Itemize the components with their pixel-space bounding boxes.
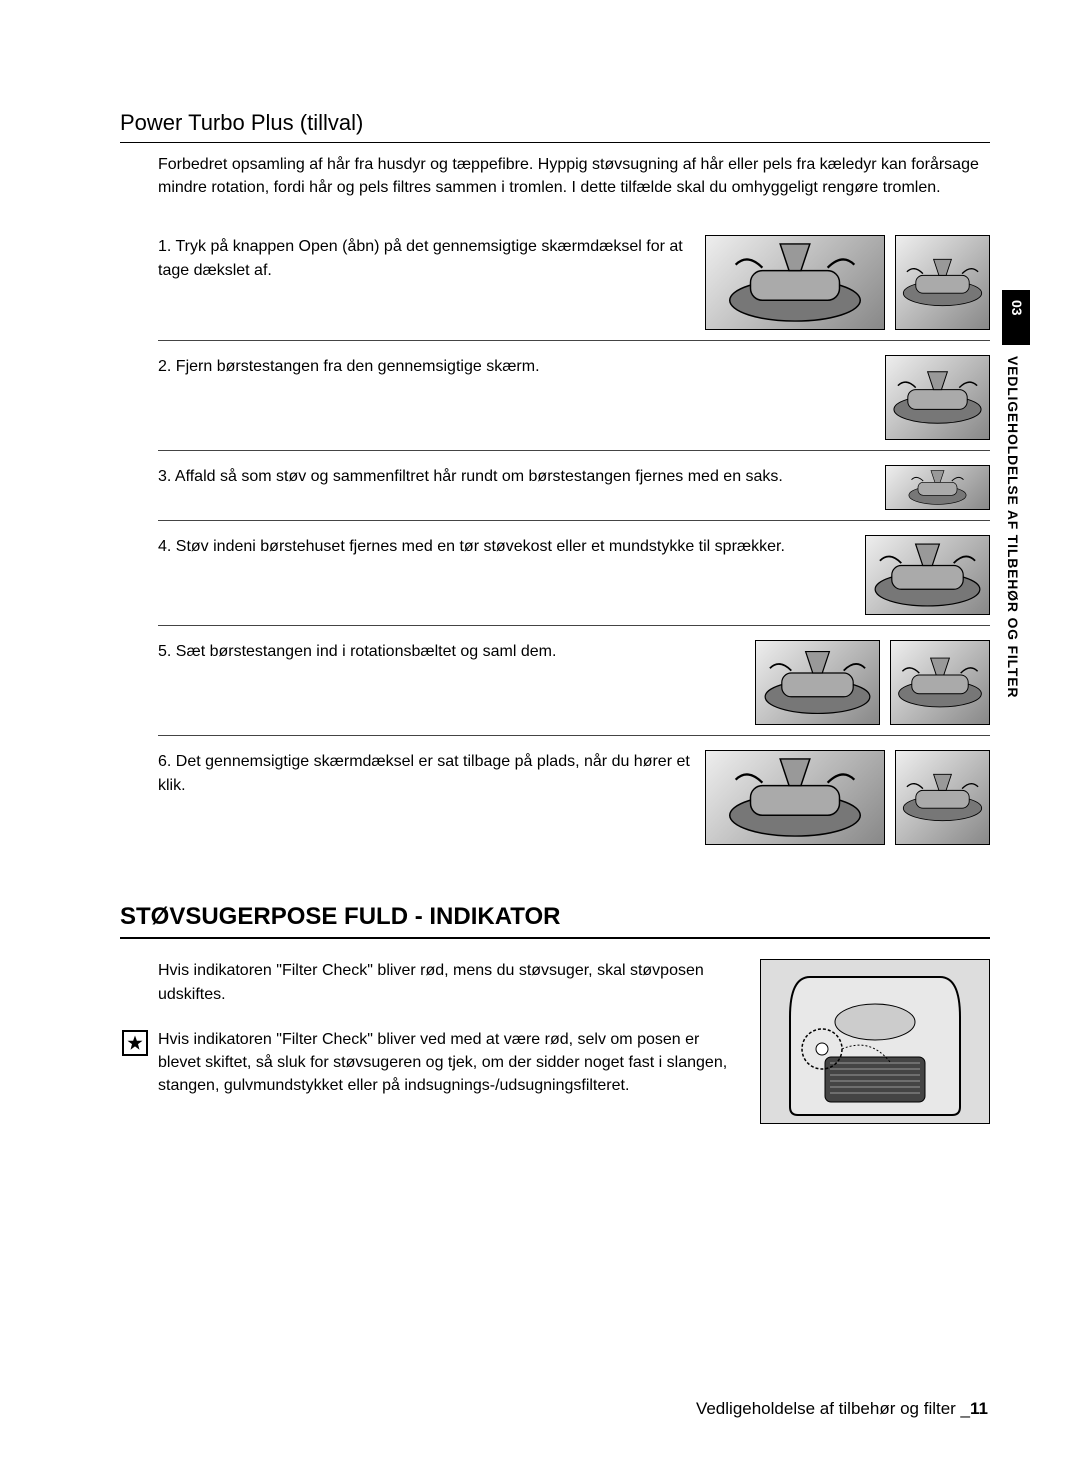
star-icon [122, 1030, 148, 1056]
indicator-illustration [760, 959, 990, 1124]
step-images [705, 235, 990, 330]
side-tab-label: VEDLIGEHOLDELSE AF TILBEHØR OG FILTER [1001, 348, 1025, 706]
step-row: 2. Fjern børstestangen fra den gennemsig… [158, 341, 990, 451]
step-illustration [885, 355, 990, 440]
footer-page-number: 11 [970, 1399, 988, 1418]
step-row: 4. Støv indeni børstehuset fjernes med e… [158, 521, 990, 626]
footer-text: Vedligeholdelse af tilbehør og filter _ [696, 1399, 970, 1418]
step-illustration [705, 235, 885, 330]
step-illustration [895, 235, 990, 330]
step-images [755, 640, 990, 725]
step-text: 1. Tryk på knappen Open (åbn) på det gen… [158, 235, 691, 281]
indicator-note-row: Hvis indikatoren "Filter Check" bliver v… [122, 1028, 732, 1098]
step-row: 6. Det gennemsigtige skærmdæksel er sat … [158, 736, 990, 855]
step-text: 5. Sæt børstestangen ind i rotationsbælt… [158, 640, 741, 663]
step-images [885, 355, 990, 440]
indicator-para-1: Hvis indikatoren "Filter Check" bliver r… [158, 959, 732, 1005]
step-images [865, 535, 990, 615]
step-illustration [890, 640, 990, 725]
steps-list: 1. Tryk på knappen Open (åbn) på det gen… [120, 221, 990, 855]
step-images [885, 465, 990, 510]
section-intro: Forbedret opsamling af hår fra husdyr og… [120, 153, 990, 199]
step-row: 1. Tryk på knappen Open (åbn) på det gen… [158, 221, 990, 341]
step-illustration [755, 640, 880, 725]
page-footer: Vedligeholdelse af tilbehør og filter _1… [696, 1399, 988, 1419]
step-illustration [895, 750, 990, 845]
section-title: Power Turbo Plus (tillval) [120, 110, 990, 143]
step-illustration [885, 465, 990, 510]
indicator-text-column: Hvis indikatoren "Filter Check" bliver r… [158, 959, 732, 1097]
step-text: 3. Affald så som støv og sammenfiltret h… [158, 465, 871, 488]
step-illustration [705, 750, 885, 845]
step-images [705, 750, 990, 845]
step-row: 3. Affald så som støv og sammenfiltret h… [158, 451, 990, 521]
step-illustration [865, 535, 990, 615]
indicator-block: Hvis indikatoren "Filter Check" bliver r… [120, 959, 990, 1124]
side-tab-background [1002, 290, 1030, 345]
step-text: 2. Fjern børstestangen fra den gennemsig… [158, 355, 871, 378]
indicator-para-2: Hvis indikatoren "Filter Check" bliver v… [158, 1028, 732, 1098]
side-tab-number: 03 [1009, 300, 1025, 316]
step-text: 4. Støv indeni børstehuset fjernes med e… [158, 535, 851, 558]
step-row: 5. Sæt børstestangen ind i rotationsbælt… [158, 626, 990, 736]
heading-indicator: STØVSUGERPOSE FULD - INDIKATOR [120, 903, 990, 939]
step-text: 6. Det gennemsigtige skærmdæksel er sat … [158, 750, 691, 796]
